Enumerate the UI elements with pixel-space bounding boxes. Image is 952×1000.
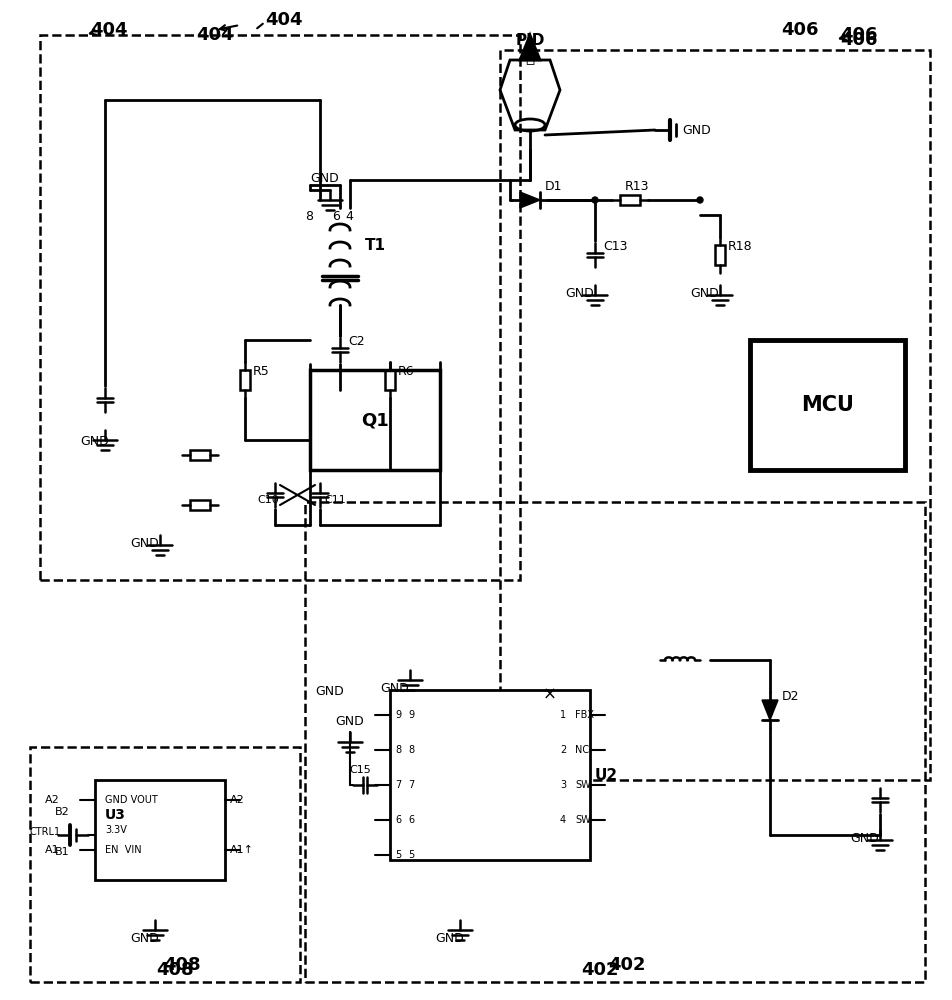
Text: A1: A1 [46,845,60,855]
Text: 7: 7 [394,780,401,790]
Text: MCU: MCU [801,395,853,415]
Text: T1: T1 [365,238,386,253]
Text: 408: 408 [163,956,201,974]
Text: PID: PID [515,33,545,48]
Text: 3: 3 [560,780,565,790]
Text: C13: C13 [603,240,626,253]
Text: R5: R5 [252,365,269,378]
Text: 6: 6 [331,210,340,223]
Text: 4: 4 [560,815,565,825]
Text: 402: 402 [607,956,645,974]
Text: 406: 406 [839,31,877,49]
Bar [240,370,249,390]
Text: 5: 5 [394,850,401,860]
Text: EN  VIN: EN VIN [105,845,142,855]
Text: A2: A2 [45,795,60,805]
Text: GND: GND [309,172,338,185]
Bar [500,50,929,780]
Bar [30,747,300,982]
Bar [309,370,440,470]
Text: 408: 408 [156,961,193,979]
Text: GND: GND [682,123,710,136]
Text: 灯: 灯 [525,50,534,65]
Polygon shape [762,700,777,720]
Text: 6: 6 [407,815,414,825]
Bar [305,502,924,982]
Text: GND: GND [129,537,159,550]
Text: 9: 9 [407,710,414,720]
Text: 7: 7 [407,780,414,790]
Text: FBX: FBX [574,710,593,720]
Text: CTRL1: CTRL1 [30,827,61,837]
Text: 3.3V: 3.3V [105,825,127,835]
Text: 406: 406 [781,21,818,39]
Bar [40,35,520,580]
Text: C11: C11 [324,495,346,505]
Text: A2: A2 [229,795,245,805]
Text: 404: 404 [196,26,233,44]
Polygon shape [520,35,540,60]
Circle shape [591,197,597,203]
Text: ×: × [543,686,556,704]
Polygon shape [520,192,540,208]
Circle shape [696,197,703,203]
Text: R6: R6 [398,365,414,378]
Bar [620,195,640,205]
Text: 404: 404 [265,11,302,29]
Text: 2: 2 [560,745,565,755]
Text: 402: 402 [581,961,618,979]
Text: C15: C15 [348,765,370,775]
Text: 8: 8 [407,745,414,755]
Bar [389,690,589,860]
Text: GND: GND [380,682,408,695]
Text: 6: 6 [394,815,401,825]
Bar [714,245,724,265]
Text: A1↑: A1↑ [229,845,254,855]
Text: C10: C10 [257,495,278,505]
Text: 5: 5 [407,850,414,860]
Text: 406: 406 [839,26,877,44]
Text: 4: 4 [345,210,352,223]
Text: GND: GND [565,287,593,300]
Text: 9: 9 [394,710,401,720]
Text: SW: SW [574,780,590,790]
Text: GND VOUT: GND VOUT [105,795,158,805]
Bar [385,370,394,390]
Text: U3: U3 [105,808,126,822]
Text: GND: GND [849,832,878,845]
Text: SW: SW [574,815,590,825]
Text: 8: 8 [394,745,401,755]
Text: C2: C2 [347,335,365,348]
Text: B2: B2 [55,807,69,817]
Bar [189,500,209,510]
Text: GND: GND [689,287,718,300]
Text: Q1: Q1 [361,411,388,429]
Text: R13: R13 [625,180,649,193]
Text: 404: 404 [89,21,128,39]
Text: 1: 1 [560,710,565,720]
Text: 8: 8 [305,210,312,223]
Bar [95,780,225,880]
Text: B1: B1 [55,847,69,857]
Text: U2: U2 [594,768,618,782]
Text: D2: D2 [782,690,799,703]
Text: GND: GND [434,932,464,945]
Text: GND: GND [129,932,159,945]
Text: R18: R18 [727,240,752,253]
Text: NC: NC [574,745,588,755]
Text: D1: D1 [545,180,562,193]
Text: GND: GND [335,715,364,728]
Text: GND: GND [80,435,109,448]
Bar [749,340,904,470]
Text: GND: GND [315,685,344,698]
Bar [189,450,209,460]
